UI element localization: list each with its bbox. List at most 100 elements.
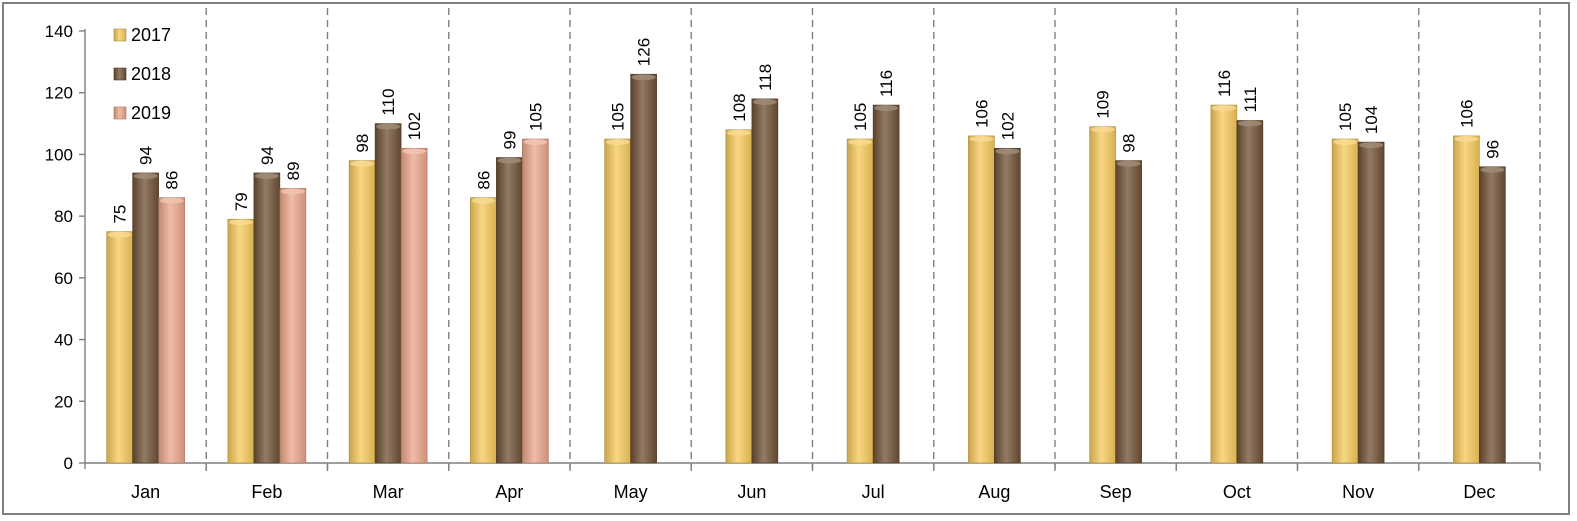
y-tick-label: 120 — [45, 84, 73, 103]
x-category-label: Dec — [1463, 482, 1495, 502]
data-label: 106 — [1457, 100, 1476, 128]
bar-2018-aug — [994, 147, 1021, 464]
data-label: 105 — [526, 103, 545, 131]
bar-2017-dec — [1453, 135, 1480, 464]
bar-highlight — [1211, 105, 1236, 112]
data-label: 75 — [111, 205, 130, 224]
axes: 0 20 40 60 80 100 120 140 Jan Feb Mar Apr May Jun Jul A… — [45, 22, 1541, 502]
x-category-label: Mar — [373, 482, 404, 502]
data-label: 118 — [756, 64, 775, 91]
data-label: 106 — [972, 100, 991, 128]
data-label: 94 — [258, 146, 277, 165]
legend-swatch-2017 — [113, 28, 127, 42]
bar-highlight — [605, 139, 630, 145]
data-label: 89 — [284, 161, 303, 180]
data-label: 96 — [1483, 140, 1502, 159]
bar-2017-jul — [846, 138, 874, 464]
bar-highlight — [280, 188, 305, 195]
data-label: 102 — [405, 112, 424, 140]
bar-highlight — [752, 98, 777, 105]
bar-highlight — [1116, 160, 1141, 167]
bar-2017-mar — [348, 160, 376, 464]
x-category-label: Nov — [1342, 482, 1374, 502]
bar-highlight — [376, 123, 401, 130]
data-label: 79 — [232, 192, 251, 211]
bar-2018-may — [630, 73, 657, 464]
data-label: 104 — [1362, 106, 1381, 134]
data-label: 116 — [1215, 70, 1234, 97]
x-category-label: Sep — [1100, 482, 1132, 502]
bar-highlight — [1237, 120, 1262, 127]
x-category-label: Feb — [251, 482, 282, 502]
legend-swatch-2018 — [113, 67, 127, 81]
data-label: 105 — [851, 103, 870, 131]
legend-label: 2017 — [131, 25, 171, 45]
bar-highlight — [1454, 135, 1479, 142]
bar-highlight — [995, 148, 1020, 155]
bar-2017-may — [604, 138, 631, 464]
bar-2019-apr — [522, 138, 549, 464]
bar-highlight — [874, 105, 899, 112]
chart-frame: 0 20 40 60 80 100 120 140 Jan Feb Mar Apr May Jun Jul A… — [2, 2, 1570, 515]
x-category-label: Jun — [737, 482, 766, 502]
bar-2017-jun — [725, 129, 753, 464]
bar-highlight — [1359, 142, 1384, 149]
bar-2018-jan — [132, 172, 159, 464]
x-category-label: May — [614, 482, 648, 502]
bar-highlight — [228, 219, 253, 226]
bar-2017-jan — [106, 231, 133, 464]
bar-highlight — [350, 160, 375, 167]
bar-2019-feb — [279, 188, 307, 464]
bar-2018-apr — [496, 157, 523, 464]
bar-highlight — [1090, 126, 1115, 133]
data-label: 102 — [998, 112, 1017, 140]
y-tick-label: 40 — [54, 331, 73, 350]
y-tick-label: 80 — [54, 207, 73, 226]
bar-2017-nov — [1331, 138, 1359, 464]
legend-label: 2018 — [131, 64, 171, 84]
x-category-label: Oct — [1223, 482, 1251, 502]
data-label: 86 — [474, 171, 493, 190]
bar-2017-oct — [1210, 104, 1238, 464]
data-label: 116 — [877, 70, 896, 97]
bar-highlight — [107, 231, 132, 238]
bar-highlight — [159, 197, 184, 204]
bar-highlight — [497, 157, 522, 164]
bars — [106, 73, 1506, 464]
bar-2018-feb — [253, 172, 281, 464]
bar-highlight — [1333, 139, 1358, 145]
bar-2017-feb — [227, 218, 255, 464]
bar-highlight — [1480, 166, 1505, 173]
data-label: 110 — [379, 88, 398, 115]
bar-2018-sep — [1115, 160, 1142, 464]
data-label: 98 — [1120, 134, 1139, 153]
y-tick-label: 100 — [45, 145, 73, 164]
data-label: 105 — [1336, 103, 1355, 131]
bar-2019-jan — [158, 197, 185, 464]
bar-highlight — [133, 172, 158, 179]
bar-2018-mar — [374, 123, 402, 464]
data-label: 108 — [730, 93, 749, 121]
data-label: 111 — [1241, 87, 1260, 113]
bar-highlight — [402, 148, 427, 155]
data-label: 126 — [635, 38, 654, 66]
x-category-label: Jul — [862, 482, 885, 502]
x-category-label: Aug — [978, 482, 1010, 502]
y-tick-label: 20 — [54, 392, 73, 411]
bar-chart: 0 20 40 60 80 100 120 140 Jan Feb Mar Apr May Jun Jul A… — [45, 8, 1541, 502]
bar-2017-sep — [1089, 126, 1116, 464]
data-label: 109 — [1094, 90, 1113, 118]
bar-2018-dec — [1479, 166, 1506, 464]
bar-2017-aug — [968, 135, 995, 464]
category-separators — [205, 8, 1541, 471]
data-label: 99 — [500, 131, 519, 150]
legend-label: 2019 — [131, 103, 171, 123]
bar-highlight — [471, 197, 496, 204]
data-label: 98 — [353, 134, 372, 153]
data-label: 86 — [163, 171, 182, 190]
legend-swatch-2019 — [113, 106, 127, 120]
legend: 2017 2018 2019 — [113, 25, 171, 123]
x-category-label: Apr — [495, 482, 523, 502]
y-tick-label: 60 — [54, 269, 73, 288]
data-label: 94 — [137, 146, 156, 165]
